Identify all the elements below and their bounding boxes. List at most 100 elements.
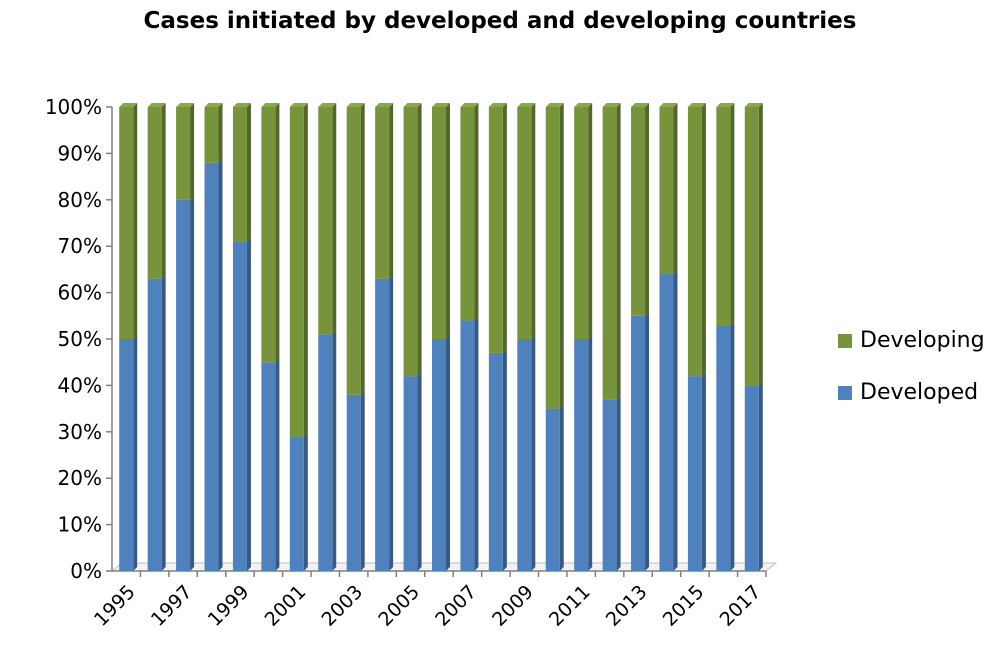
bar-top-2010	[545, 103, 564, 107]
bar-side-developed	[417, 372, 422, 571]
bar-side-developing	[417, 103, 422, 377]
bar-developed-1995	[119, 339, 134, 571]
bar-side-developing	[332, 103, 337, 335]
bar-side-developing	[502, 103, 507, 353]
y-tick-label: 50%	[58, 327, 102, 351]
bar-developing-2004	[375, 107, 390, 279]
bar-developed-2009	[517, 339, 532, 571]
legend: Developing Developed	[838, 328, 985, 405]
bar-developed-2012	[602, 399, 617, 571]
bar-side-developed	[303, 432, 308, 571]
bar-side-developing	[389, 103, 394, 279]
x-tick-label: 2005	[374, 581, 424, 631]
bar-side-developed	[701, 372, 706, 571]
x-tick-label: 1999	[204, 581, 254, 631]
bar-side-developed	[275, 358, 280, 571]
bar-developing-1996	[147, 107, 162, 279]
bar-side-developing	[303, 103, 308, 437]
bar-developed-2007	[460, 320, 475, 571]
y-tick-label: 40%	[58, 373, 102, 397]
y-tick-label: 70%	[58, 234, 102, 258]
bar-top-1998	[204, 103, 223, 107]
bar-side-developing	[758, 103, 763, 386]
bar-developing-1997	[176, 107, 191, 200]
legend-label-developed: Developed	[860, 380, 978, 405]
x-tick-label: 2017	[716, 581, 766, 631]
bar-developing-2017	[744, 107, 759, 386]
bar-developed-2005	[403, 376, 418, 571]
bar-side-developed	[246, 237, 251, 571]
bar-side-developed	[446, 335, 450, 571]
bar-side-developing	[474, 103, 479, 321]
bar-top-2011	[574, 103, 593, 107]
bar-side-developed	[758, 381, 763, 571]
x-tick-label: 2015	[659, 581, 709, 631]
bar-top-2015	[687, 103, 706, 107]
bar-side-developed	[389, 274, 394, 571]
x-tick-label: 2003	[317, 581, 367, 631]
bar-top-2008	[488, 103, 507, 107]
bar-developing-2008	[488, 107, 503, 353]
bar-developed-2002	[318, 334, 333, 571]
bar-side-developing	[645, 103, 650, 316]
bar-top-2005	[403, 103, 422, 107]
bar-top-2006	[432, 103, 450, 107]
bar-developing-2012	[602, 107, 617, 400]
bar-developing-2013	[631, 107, 646, 316]
bar-top-2002	[318, 103, 337, 107]
bar-side-developed	[502, 348, 507, 571]
x-tick-label: 2011	[545, 581, 595, 631]
bar-side-developed	[645, 311, 650, 571]
bar-top-2016	[716, 103, 735, 107]
bar-side-developing	[360, 103, 365, 395]
bar-developing-2003	[346, 107, 361, 395]
bar-top-1997	[176, 103, 195, 107]
bar-side-developed	[190, 195, 195, 572]
bar-developing-2015	[687, 107, 702, 377]
bar-side-developing	[588, 103, 593, 339]
bar-developing-2000	[261, 107, 276, 363]
bar-developed-2014	[659, 274, 674, 571]
bar-developing-2007	[460, 107, 475, 321]
y-tick-label: 100%	[45, 95, 102, 119]
bar-top-2003	[346, 103, 365, 107]
bar-side-developing	[559, 103, 564, 409]
bar-top-2004	[375, 103, 394, 107]
x-tick-label: 2007	[431, 581, 481, 631]
bar-top-2001	[289, 103, 308, 107]
bar-developing-2006	[432, 107, 446, 339]
bar-developed-2010	[545, 408, 560, 571]
bar-side-developing	[616, 103, 621, 400]
x-tick-label: 1995	[90, 581, 140, 631]
bar-side-developed	[673, 270, 678, 571]
x-tick-label: 1997	[147, 581, 197, 631]
y-tick-label: 80%	[58, 188, 102, 212]
bar-side-developing	[275, 103, 280, 363]
x-tick-label: 2009	[488, 581, 538, 631]
x-tick-label: 2001	[261, 581, 311, 631]
bar-side-developing	[133, 103, 138, 339]
bar-developed-2001	[289, 436, 304, 571]
bar-developed-1999	[232, 241, 247, 571]
legend-label-developing: Developing	[860, 328, 985, 353]
chart-title: Cases initiated by developed and develop…	[143, 8, 857, 34]
bar-side-developing	[446, 103, 450, 339]
y-tick-label: 60%	[58, 281, 102, 305]
bar-developing-1999	[232, 107, 247, 242]
bar-developed-1997	[176, 199, 191, 572]
bar-side-developing	[701, 103, 706, 377]
bar-side-developed	[360, 390, 365, 571]
legend-swatch-developing	[838, 334, 852, 348]
bar-side-developed	[218, 158, 223, 571]
bar-side-developing	[161, 103, 166, 279]
y-tick-label: 20%	[58, 466, 102, 490]
bar-side-developing	[730, 103, 735, 326]
bar-developed-2015	[687, 376, 702, 571]
bar-developing-2014	[659, 107, 674, 275]
bar-developing-2005	[403, 107, 418, 377]
bar-developed-1996	[147, 278, 162, 571]
bars	[119, 103, 763, 572]
bar-developing-1995	[119, 107, 134, 339]
bar-side-developed	[588, 335, 593, 571]
